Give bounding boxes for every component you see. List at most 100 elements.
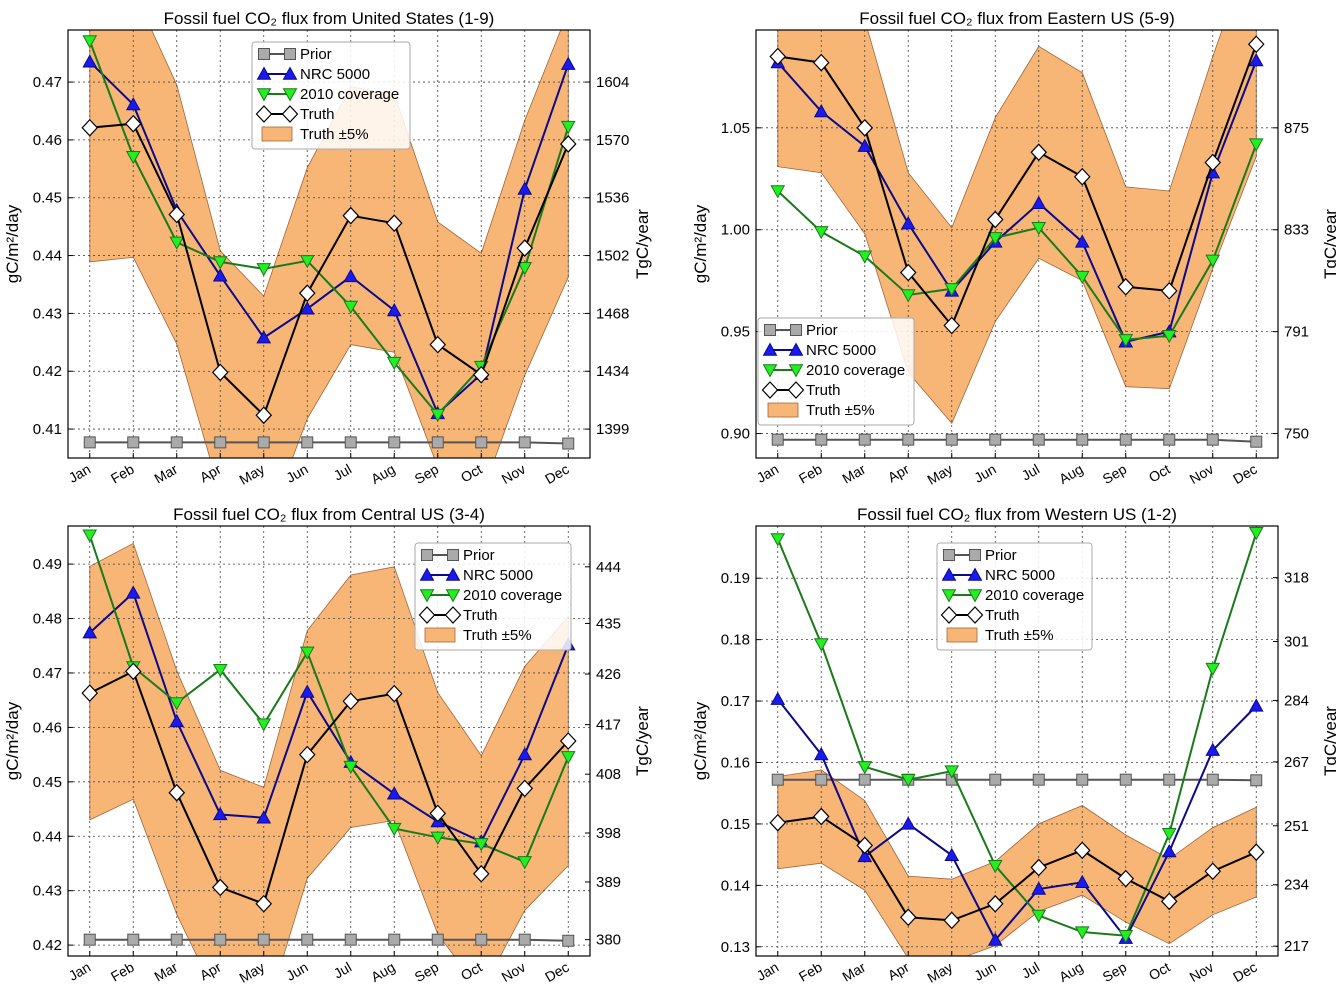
y2-tick-label: 875 (1284, 120, 1309, 137)
x-tick-label: Dec (1230, 959, 1260, 985)
data-point (83, 933, 96, 946)
series-line (89, 669, 570, 906)
data-point (1117, 869, 1135, 888)
y-tick-label: 0.47 (33, 665, 62, 682)
legend-marker (967, 567, 983, 581)
y2-tick-label: 389 (596, 874, 621, 891)
y-tick-label: 0.95 (721, 324, 750, 341)
data-point (1248, 527, 1264, 541)
legend-label: 2010 coverage (985, 587, 1084, 604)
truth-band (777, 769, 1257, 956)
y-tick-label: 0.41 (33, 421, 62, 438)
x-tick-label: Feb (796, 959, 825, 985)
series-2010-coverage (770, 138, 1264, 348)
legend-marker (282, 88, 298, 102)
data-point (1248, 53, 1264, 67)
series-line (89, 441, 569, 445)
legend-marker (255, 105, 273, 123)
legend-item: Truth ±5% (767, 402, 875, 419)
data-point (255, 894, 273, 913)
data-point (1161, 828, 1177, 842)
x-tick-label: Nov (1187, 959, 1217, 985)
legend-marker (967, 589, 983, 603)
legend-marker (256, 88, 272, 102)
y2-tick-label: 1434 (596, 363, 629, 380)
data-point (858, 773, 871, 786)
legend-marker (764, 324, 776, 336)
data-point (212, 663, 228, 678)
legend-marker (445, 589, 461, 603)
data-point (1031, 195, 1047, 209)
legend-item: Truth (255, 105, 334, 123)
y2-tick-label: 435 (596, 615, 621, 632)
series-line (777, 60, 1258, 343)
data-point (900, 816, 916, 830)
data-point (1250, 774, 1263, 787)
y-tick-label: 0.14 (721, 877, 750, 894)
x-tick-label: Feb (108, 461, 137, 487)
series-line (777, 815, 1257, 922)
x-tick-label: May (924, 461, 955, 488)
legend-label: Truth ±5% (985, 627, 1054, 644)
y2-tick-label: 1468 (596, 305, 629, 322)
data-point (342, 692, 360, 711)
data-point (517, 181, 533, 195)
data-point (945, 433, 958, 446)
data-point (1161, 330, 1177, 344)
data-point (1248, 138, 1264, 152)
x-tick-label: Mar (839, 461, 868, 487)
y-tick-label: 0.90 (721, 426, 750, 443)
data-point (1076, 433, 1089, 446)
x-tick-label: Dec (1230, 461, 1260, 487)
x-tick-label: Jul (331, 461, 355, 484)
data-point (211, 878, 229, 897)
data-point (256, 330, 272, 344)
data-point (124, 114, 142, 133)
y-axis-label: gC/m²/day (3, 204, 22, 283)
legend-marker (447, 549, 459, 561)
data-point (1118, 334, 1134, 348)
data-point (987, 932, 1003, 946)
x-tick-label: Nov (499, 959, 529, 985)
x-tick-label: Jun (971, 959, 999, 984)
data-point (857, 250, 873, 264)
x-tick-label: Dec (542, 959, 572, 985)
legend-marker (281, 105, 299, 123)
data-point (559, 135, 577, 153)
y-axis-label: gC/m²/day (3, 701, 22, 780)
x-tick-label: Jun (283, 959, 311, 984)
data-point (815, 433, 828, 446)
series-prior (771, 433, 1263, 448)
data-point (430, 408, 446, 423)
data-point (1073, 167, 1091, 186)
data-point (1074, 926, 1090, 940)
data-point (900, 216, 916, 230)
x-tick-label: Nov (1187, 461, 1217, 487)
legend-marker (966, 606, 984, 624)
data-point (900, 774, 916, 788)
legend-item: Truth ±5% (424, 627, 532, 644)
series-2010-coverage (82, 35, 576, 423)
x-tick-label: Jan (66, 461, 94, 486)
legend-item: Prior (421, 547, 495, 564)
series-line (777, 43, 1258, 328)
legend: Prior NRC 5000 2010 coverage Truth Truth ±5% (414, 542, 572, 651)
legend-item: 2010 coverage (941, 587, 1084, 604)
series-line (776, 532, 1258, 937)
legend-label: 2010 coverage (300, 86, 399, 103)
data-point (124, 662, 142, 681)
y-axis-label: gC/m²/day (691, 701, 710, 780)
series-line (777, 143, 1258, 341)
x-tick-label: Feb (796, 461, 825, 487)
data-point (169, 697, 185, 711)
data-point (127, 436, 140, 449)
legend-label: Truth ±5% (806, 402, 875, 419)
chart-title: Fossil fuel CO₂ flux from United States … (164, 9, 495, 28)
data-point (127, 933, 140, 946)
y-tick-label: 0.19 (721, 570, 750, 587)
data-point (211, 363, 229, 382)
data-point (562, 934, 575, 947)
data-point (256, 263, 272, 277)
data-point (386, 786, 402, 800)
series-line (777, 438, 1257, 443)
